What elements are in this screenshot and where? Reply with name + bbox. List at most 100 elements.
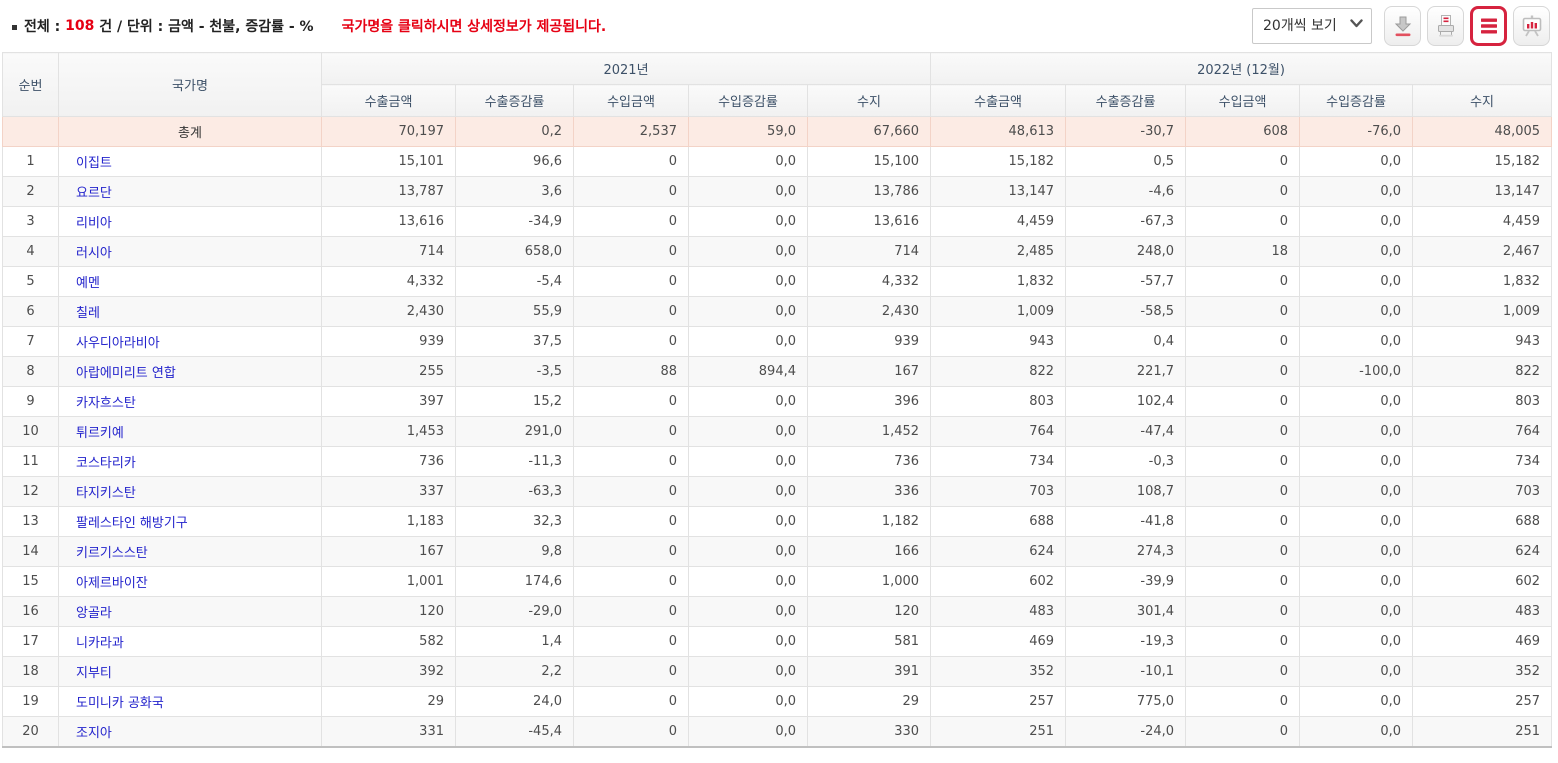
value-cell-7: 0 — [1185, 446, 1301, 477]
list-view-button[interactable] — [1470, 6, 1507, 46]
header-rank: 순번 — [2, 52, 59, 117]
value-cell-2: 0 — [573, 236, 689, 267]
rank-cell: 17 — [2, 626, 59, 657]
country-link[interactable]: 코스타리카 — [76, 456, 136, 471]
header-balance-2021: 수지 — [806, 84, 932, 117]
value-cell-7: 0 — [1185, 416, 1301, 447]
country-link[interactable]: 러시아 — [76, 246, 112, 261]
value-cell-0: 15,101 — [321, 146, 456, 177]
value-cell-7: 0 — [1185, 476, 1301, 507]
country-link[interactable]: 요르단 — [76, 186, 112, 201]
value-cell-1: -5,4 — [455, 266, 574, 297]
value-cell-3: 0,0 — [688, 176, 808, 207]
country-link[interactable]: 지부티 — [76, 666, 112, 681]
country-link[interactable]: 앙골라 — [76, 606, 112, 621]
toolbar-controls: 20개씩 보기 — [1252, 6, 1550, 46]
value-cell-4: 581 — [806, 626, 932, 657]
rank-cell: 5 — [2, 266, 59, 297]
table-row: 10 튀르키예 1,453 291,0 0 0,0 1,452 764 -47,4 0 0,0 764 — [2, 416, 1553, 447]
value-cell-1: -29,0 — [455, 596, 574, 627]
header-export-amount-2021: 수출금액 — [321, 84, 456, 117]
country-link[interactable]: 아랍에미리트 연합 — [76, 366, 176, 381]
country-link[interactable]: 키르기스스탄 — [76, 546, 148, 561]
value-cell-6: 301,4 — [1065, 596, 1187, 627]
value-cell-3: 0,0 — [688, 596, 808, 627]
page-size-select[interactable]: 20개씩 보기 — [1252, 8, 1372, 44]
value-cell-5: 1,832 — [930, 266, 1067, 297]
value-cell-8: 0,0 — [1299, 326, 1414, 357]
value-cell-0: 167 — [321, 536, 456, 567]
download-button[interactable] — [1384, 6, 1421, 46]
value-cell-2: 0 — [573, 626, 689, 657]
country-link[interactable]: 타지키스탄 — [76, 486, 136, 501]
value-cell-6: -57,7 — [1065, 266, 1187, 297]
rank-cell: 19 — [2, 686, 59, 717]
country-link[interactable]: 튀르키예 — [76, 426, 124, 441]
country-link[interactable]: 칠레 — [76, 306, 100, 321]
print-button[interactable] — [1427, 6, 1464, 46]
value-cell-4: 1,000 — [806, 566, 932, 597]
rank-cell: 10 — [2, 416, 59, 447]
value-cell-7: 0 — [1185, 206, 1301, 237]
value-cell-9: 624 — [1412, 536, 1553, 567]
table-row: 5 예멘 4,332 -5,4 0 0,0 4,332 1,832 -57,7 0 0,0 1,832 — [2, 266, 1553, 297]
value-cell-6: -0,3 — [1065, 446, 1187, 477]
value-cell-9: 688 — [1412, 506, 1553, 537]
value-cell-0: 939 — [321, 326, 456, 357]
country-link[interactable]: 니카라과 — [76, 636, 124, 651]
value-cell-5: 602 — [930, 566, 1067, 597]
country-cell: 지부티 — [58, 656, 322, 687]
value-cell-9: 2,467 — [1412, 236, 1553, 267]
value-cell-9: 257 — [1412, 686, 1553, 717]
download-icon — [1392, 14, 1414, 38]
table-row: 17 니카라과 582 1,4 0 0,0 581 469 -19,3 0 0,0 469 — [2, 626, 1553, 657]
chart-view-button[interactable] — [1513, 6, 1550, 46]
value-cell-7: 18 — [1185, 236, 1301, 267]
value-cell-5: 251 — [930, 716, 1067, 747]
value-cell-1: 1,4 — [455, 626, 574, 657]
value-cell-0: 392 — [321, 656, 456, 687]
table-row: 1 이집트 15,101 96,6 0 0,0 15,100 15,182 0,5 0 0,0 15,… — [2, 146, 1553, 177]
country-link[interactable]: 팔레스타인 해방기구 — [76, 516, 188, 531]
rank-cell: 11 — [2, 446, 59, 477]
value-cell-7: 0 — [1185, 686, 1301, 717]
value-cell-6: -10,1 — [1065, 656, 1187, 687]
total-value-cell-2: 2,537 — [573, 116, 689, 147]
value-cell-9: 15,182 — [1412, 146, 1553, 177]
value-cell-6: -19,3 — [1065, 626, 1187, 657]
value-cell-4: 736 — [806, 446, 932, 477]
value-cell-0: 13,616 — [321, 206, 456, 237]
value-cell-1: 15,2 — [455, 386, 574, 417]
value-cell-2: 0 — [573, 656, 689, 687]
country-link[interactable]: 예멘 — [76, 276, 100, 291]
value-cell-8: 0,0 — [1299, 716, 1414, 747]
value-cell-2: 0 — [573, 146, 689, 177]
country-link[interactable]: 아제르바이잔 — [76, 576, 148, 591]
country-link[interactable]: 사우디아라비아 — [76, 336, 160, 351]
value-cell-5: 2,485 — [930, 236, 1067, 267]
country-link[interactable]: 도미니카 공화국 — [76, 696, 164, 711]
value-cell-8: 0,0 — [1299, 176, 1414, 207]
value-cell-8: 0,0 — [1299, 596, 1414, 627]
value-cell-2: 0 — [573, 266, 689, 297]
value-cell-3: 0,0 — [688, 236, 808, 267]
page-size-select-wrap: 20개씩 보기 — [1252, 8, 1372, 44]
value-cell-2: 0 — [573, 446, 689, 477]
value-cell-9: 1,832 — [1412, 266, 1553, 297]
total-value-cell-9: 48,005 — [1412, 116, 1553, 147]
value-cell-1: 55,9 — [455, 296, 574, 327]
country-link[interactable]: 조지아 — [76, 725, 112, 741]
value-cell-6: -4,6 — [1065, 176, 1187, 207]
rank-cell: 4 — [2, 236, 59, 267]
table-row: 6 칠레 2,430 55,9 0 0,0 2,430 1,009 -58,5 0 0,0 1,009 — [2, 296, 1553, 327]
value-cell-4: 939 — [806, 326, 932, 357]
value-cell-6: 221,7 — [1065, 356, 1187, 387]
country-link[interactable]: 리비아 — [76, 216, 112, 231]
country-link[interactable]: 이집트 — [76, 156, 112, 171]
value-cell-6: -39,9 — [1065, 566, 1187, 597]
value-cell-3: 0,0 — [688, 656, 808, 687]
total-label-cell: 총계 — [58, 116, 322, 147]
table-row: 4 러시아 714 658,0 0 0,0 714 2,485 248,0 18 0,0 2,467 — [2, 236, 1553, 267]
value-cell-5: 624 — [930, 536, 1067, 567]
country-link[interactable]: 카자흐스탄 — [76, 396, 136, 411]
